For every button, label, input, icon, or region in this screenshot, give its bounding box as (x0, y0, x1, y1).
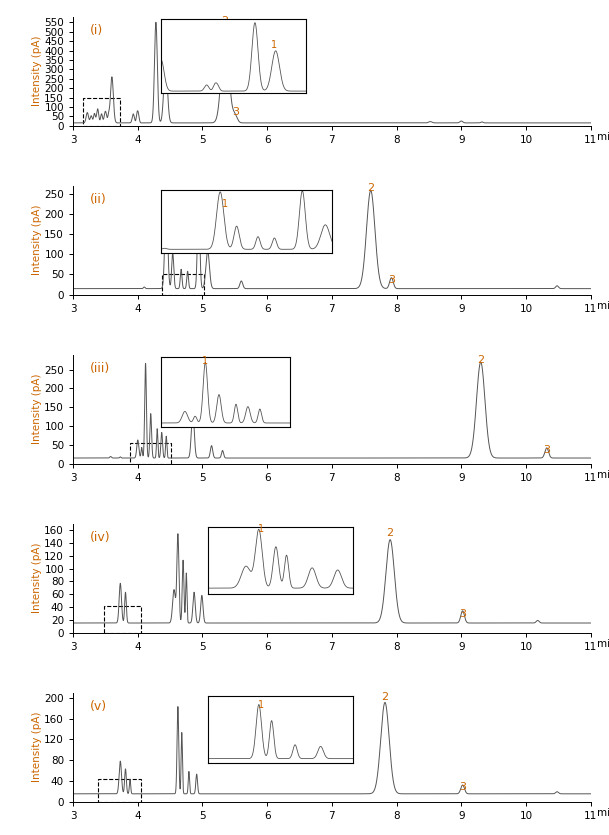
Bar (104, 605, 141, 633)
Y-axis label: Intensity (pA): Intensity (pA) (32, 36, 41, 106)
Text: min: min (597, 301, 609, 311)
Text: 3: 3 (233, 108, 239, 118)
Text: 2: 2 (367, 183, 375, 193)
Y-axis label: Intensity (pA): Intensity (pA) (32, 374, 41, 444)
Bar (130, 443, 172, 463)
Y-axis label: Intensity (pA): Intensity (pA) (32, 543, 41, 614)
Text: (v): (v) (90, 701, 107, 713)
Text: 2: 2 (477, 355, 484, 365)
Text: (iii): (iii) (90, 362, 110, 375)
Text: (iv): (iv) (90, 531, 111, 544)
Text: 3: 3 (389, 276, 396, 286)
Text: (i): (i) (90, 24, 104, 38)
Y-axis label: Intensity (pA): Intensity (pA) (32, 712, 41, 782)
Bar (83, 98, 120, 126)
Bar (97, 779, 141, 802)
Text: min: min (597, 639, 609, 649)
Text: 3: 3 (459, 610, 466, 620)
Text: min: min (597, 132, 609, 142)
Text: 3: 3 (543, 445, 550, 455)
Y-axis label: Intensity (pA): Intensity (pA) (32, 205, 41, 276)
Text: 2: 2 (381, 692, 389, 702)
Text: 2: 2 (387, 529, 393, 539)
Text: (ii): (ii) (90, 194, 107, 206)
Text: min: min (597, 470, 609, 480)
Text: 3: 3 (459, 782, 466, 792)
Bar (163, 275, 204, 295)
Text: min: min (597, 808, 609, 818)
Text: 2: 2 (222, 16, 229, 26)
